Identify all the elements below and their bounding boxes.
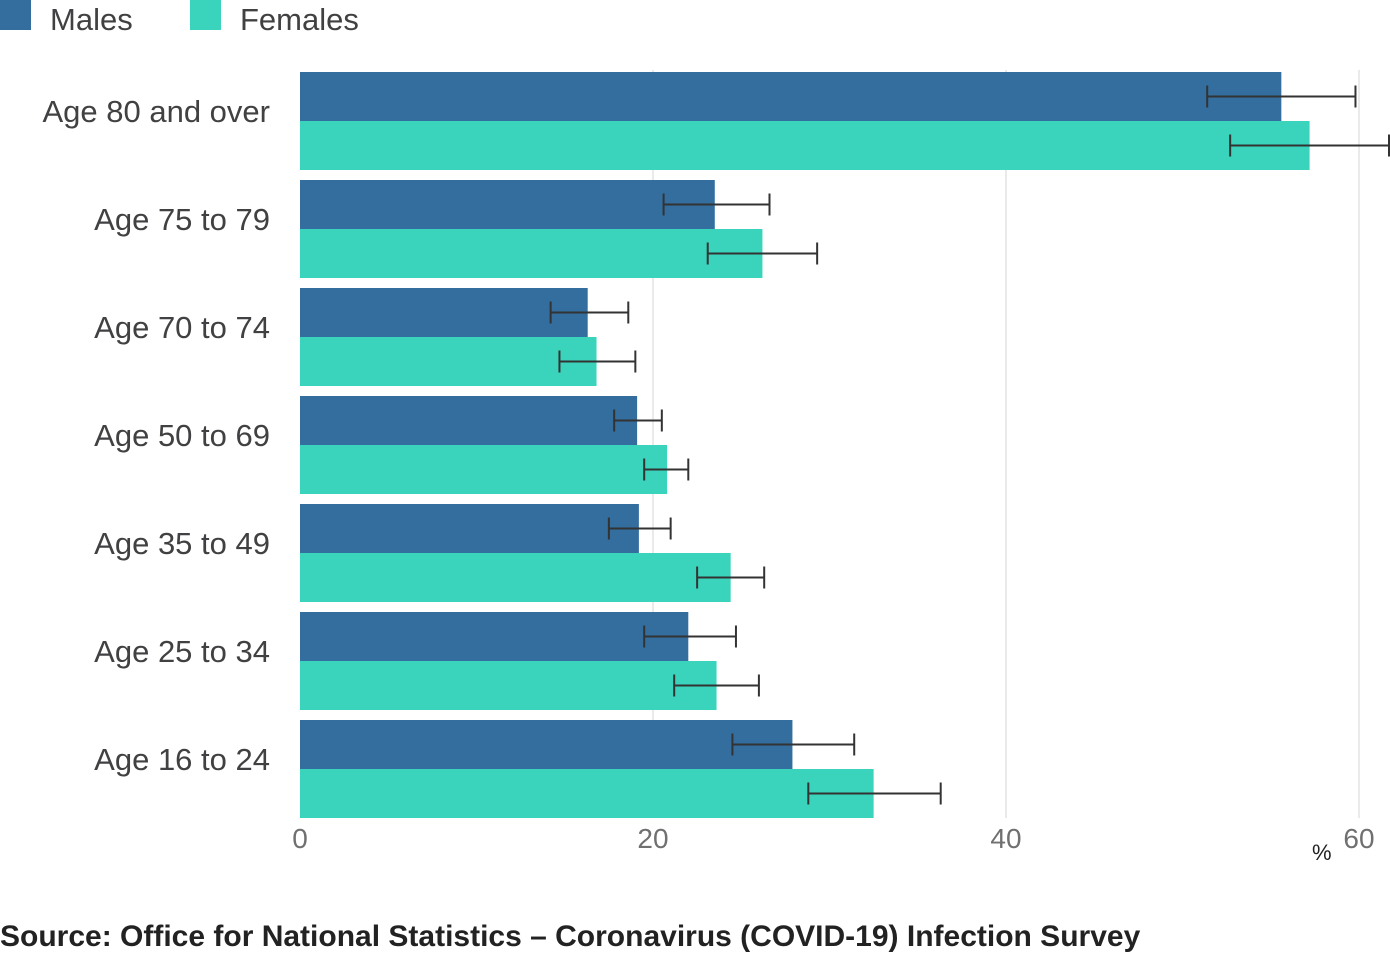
bar-males: [300, 504, 639, 553]
x-tick-label: 0: [292, 823, 308, 854]
category-label: Age 70 to 74: [94, 310, 270, 345]
x-tick-label: 40: [990, 823, 1021, 854]
bar-females: [300, 661, 717, 710]
category-label: Age 50 to 69: [94, 418, 270, 453]
gridlines: [652, 70, 1360, 818]
legend-swatch-males: [0, 0, 31, 30]
unit-label: %: [1312, 840, 1332, 865]
bar-females: [300, 445, 668, 494]
error-bars: [549, 85, 1390, 805]
legend: Males Females: [0, 0, 359, 37]
category-label: Age 25 to 34: [94, 634, 270, 669]
bar-males: [300, 612, 689, 661]
bar-males: [300, 72, 1282, 121]
category-label: Age 80 and over: [42, 94, 270, 129]
x-tick-label: 60: [1343, 823, 1374, 854]
bar-males: [300, 396, 638, 445]
category-label: Age 35 to 49: [94, 526, 270, 561]
bar-males: [300, 288, 588, 337]
bar-males: [300, 720, 793, 769]
bar-females: [300, 121, 1310, 170]
category-label: Age 75 to 79: [94, 202, 270, 237]
bar-males: [300, 180, 715, 229]
bar-females: [300, 337, 597, 386]
legend-label: Females: [240, 2, 359, 37]
category-label: Age 16 to 24: [94, 742, 270, 777]
bar-females: [300, 229, 763, 278]
bar-females: [300, 769, 874, 818]
x-tick-label: 20: [637, 823, 668, 854]
category-labels: Age 80 and over Age 75 to 79 Age 70 to 74 A…: [42, 94, 270, 777]
legend-swatch-females: [190, 0, 221, 30]
x-tick-labels: 0 20 40 60: [292, 823, 1374, 854]
source-note: Source: Office for National Statistics –…: [0, 920, 1141, 953]
bars: [300, 72, 1310, 818]
legend-label: Males: [50, 2, 133, 37]
bar-females: [300, 553, 731, 602]
chart: Males Females Age 80 and over Age 75 to 79…: [0, 0, 1390, 865]
